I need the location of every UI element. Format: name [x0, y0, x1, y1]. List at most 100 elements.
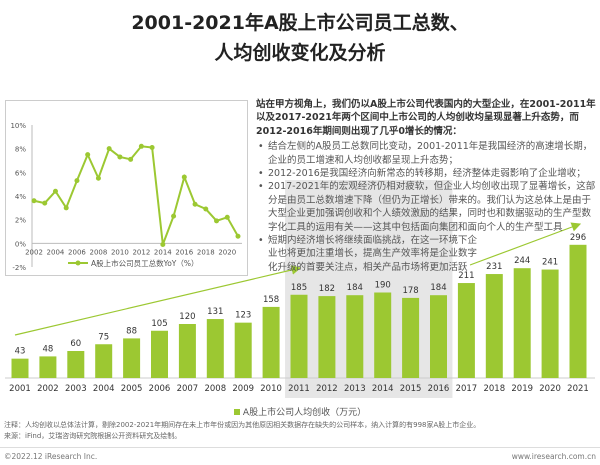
x-tick-label: 2021	[567, 384, 589, 394]
trend-arrow-2001-2011	[14, 265, 302, 336]
bar	[95, 344, 113, 378]
y-tick-label: 8%	[15, 146, 26, 154]
bar-value-label: 184	[430, 283, 446, 293]
x-tick-label: 2012	[316, 384, 338, 394]
bar	[430, 295, 447, 378]
x-tick-label: 2017	[456, 384, 478, 394]
x-tick-label: 2002	[25, 248, 43, 256]
y-tick-label: 2%	[15, 217, 26, 225]
bar	[374, 292, 392, 378]
y-tick-label: 4%	[15, 193, 26, 201]
x-tick-label: 2003	[65, 384, 87, 394]
y-tick-label: 10%	[10, 122, 26, 130]
y-tick-label: -2%	[12, 264, 26, 272]
data-point	[160, 242, 166, 248]
footer: ©2022.12 iResearch Inc. www.iresearch.com…	[0, 447, 600, 465]
x-tick-label: 2001	[9, 384, 31, 394]
title-line-1: 2001-2021年A股上市公司员工总数、	[131, 12, 469, 34]
data-point	[63, 205, 69, 211]
page-title: 2001-2021年A股上市公司员工总数、 人均创收变化及分析	[0, 8, 600, 68]
bar	[485, 274, 503, 378]
bullet-item: 结合左侧的A股员工总数同比变动，2001-2011年是我国经济的高速增长期，企业…	[256, 140, 596, 167]
bar	[569, 244, 587, 378]
x-tick-label: 2008	[90, 248, 108, 256]
bar-value-label: 184	[347, 283, 363, 293]
x-tick-label: 2020	[218, 248, 236, 256]
bullet-item: 2012-2016是我国经济向新常态的转移期，经济整体走弱影响了企业增收；	[256, 167, 596, 181]
x-tick-label: 2013	[344, 384, 366, 394]
data-point	[95, 175, 101, 181]
x-tick-label: 2009	[232, 384, 254, 394]
bar	[67, 351, 85, 378]
note-text: 注释：人均创收以总体法计算，剔除2002-2021年期间存在未上市年份或因为其他…	[4, 421, 481, 429]
data-point	[192, 201, 198, 207]
x-tick-label: 2014	[154, 248, 172, 256]
source-text: 来源：iFind，艾瑞咨询研究院根据公开资料研究及绘制。	[4, 432, 182, 440]
data-point	[138, 143, 144, 149]
bar	[234, 322, 252, 378]
line-legend-label: A股上市公司员工总数YoY（%）	[91, 258, 199, 268]
x-tick-label: 2002	[37, 384, 59, 394]
x-tick-label: 2006	[68, 248, 86, 256]
x-tick-label: 2007	[177, 384, 199, 394]
data-point	[85, 152, 91, 158]
bar-value-label: 48	[42, 344, 53, 354]
legend-label: A股上市公司人均创收（万元）	[242, 408, 367, 418]
x-tick-label: 2020	[539, 384, 561, 394]
x-tick-label: 2010	[111, 248, 129, 256]
bar	[457, 283, 475, 378]
x-tick-label: 2016	[428, 384, 450, 394]
bar-value-label: 43	[15, 347, 26, 357]
analysis-lead: 站在甲方视角上，我们仍以A股上市公司代表国内的大型企业，在2001-2011年以…	[256, 99, 596, 137]
line-chart-box: 10% 8% 6% 4% 2% 0% -2% 2002 2004 2006 2008 2010 2012…	[5, 100, 248, 276]
bar	[513, 268, 531, 378]
bar-value-label: 185	[291, 283, 307, 293]
bar	[178, 324, 196, 378]
yoy-line	[33, 145, 239, 245]
data-point	[224, 214, 230, 220]
bar	[346, 295, 364, 378]
notes: 注释：人均创收以总体法计算，剔除2002-2021年期间存在未上市年份或因为其他…	[4, 420, 480, 442]
bar	[541, 269, 559, 378]
x-tick-label: 2016	[175, 248, 193, 256]
x-tick-label: 2010	[260, 384, 282, 394]
bar-value-label: 131	[207, 307, 223, 317]
bar	[262, 306, 280, 378]
bar	[151, 330, 168, 378]
data-point	[117, 154, 123, 160]
data-point	[149, 144, 155, 150]
bullet-item: 2017-2021年的宏观经济仍相对疲软，但企业人均创收出现了显著增长，这部分是…	[256, 180, 596, 234]
bar	[39, 356, 57, 378]
data-point	[52, 188, 58, 194]
x-tick-label: 2018	[197, 248, 215, 256]
bar	[318, 296, 336, 378]
bar-value-label: 60	[70, 339, 81, 349]
bar-value-label: 241	[542, 258, 558, 268]
data-point	[235, 233, 241, 239]
bar	[290, 294, 308, 378]
bar-legend: A股上市公司人均创收（万元）	[0, 405, 600, 418]
legend-marker	[75, 260, 81, 266]
bar-value-label: 190	[375, 281, 391, 291]
copyright: ©2022.12 iResearch Inc.	[4, 452, 98, 461]
bar-value-label: 231	[486, 262, 502, 272]
x-tick-label: 2014	[372, 384, 394, 394]
bar	[206, 319, 224, 378]
x-tick-label: 2004	[93, 384, 115, 394]
bar	[123, 338, 141, 378]
x-tick-label: 2018	[483, 384, 505, 394]
x-tick-label: 2011	[288, 384, 310, 394]
website: www.iresearch.com.cn	[511, 452, 596, 461]
x-tick-label: 2005	[121, 384, 143, 394]
bar	[402, 297, 420, 378]
data-point	[74, 178, 80, 184]
bar-value-label: 244	[514, 256, 530, 266]
data-point	[203, 206, 209, 212]
data-point	[42, 200, 48, 206]
bar-value-label: 211	[458, 271, 474, 281]
bar-value-label: 88	[126, 326, 137, 336]
y-tick-label: 6%	[15, 169, 26, 177]
x-tick-label: 2012	[132, 248, 150, 256]
data-point	[181, 174, 187, 180]
title-line-2: 人均创收变化及分析	[214, 42, 386, 64]
